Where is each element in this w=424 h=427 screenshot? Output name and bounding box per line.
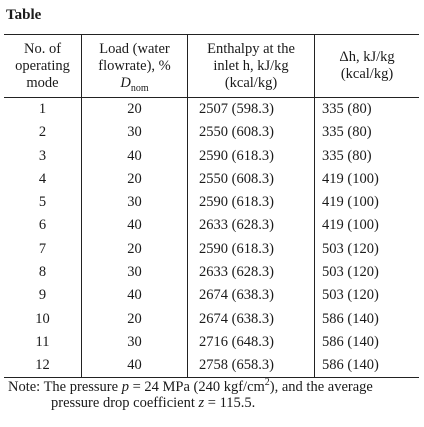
note-z-symbol: z [198, 395, 205, 411]
cell-delta-h: 335 (80) [322, 147, 372, 164]
cell-mode: 4 [38, 170, 47, 187]
table-bottom-rule [4, 377, 419, 378]
cell-load: 30 [127, 264, 142, 281]
cell-mode: 8 [38, 264, 47, 281]
table-body: 1 20 2507 (598.3) 335 (80) 2 30 2550 (608.3) 33… [4, 98, 419, 378]
column-divider [314, 34, 315, 377]
note-prefix: Note: The pressure [8, 379, 122, 395]
header-enthalpy-line: (kcal/kg) [224, 74, 278, 91]
cell-delta-h: 419 (100) [322, 194, 379, 211]
cell-mode: 1 [38, 101, 47, 117]
header-enthalpy-line: inlet h, kJ/kg [213, 57, 289, 74]
note-p-symbol: p [121, 379, 129, 395]
cell-load: 20 [127, 240, 142, 257]
table-row: 5 30 2590 (618.3) 419 (100) [4, 191, 419, 214]
header-enthalpy: Enthalpy at the inlet h, kJ/kg (kcal/kg) [188, 36, 314, 96]
cell-delta-h: 335 (80) [322, 101, 372, 117]
header-delta-h-line: (kcal/kg) [340, 66, 394, 82]
table-top-rule [4, 34, 419, 35]
cell-load: 20 [127, 101, 142, 117]
note-line2-prefix: pressure drop coefficient [51, 395, 199, 411]
cell-enthalpy: 2758 (658.3) [199, 357, 274, 374]
table-header-rule [4, 97, 419, 98]
cell-mode: 6 [38, 217, 47, 234]
cell-load: 40 [127, 287, 142, 304]
header-load-line: Load (water [99, 40, 170, 57]
note-p-exponent: 2 [264, 377, 270, 389]
cell-delta-h: 586 (140) [322, 357, 379, 374]
table-row: 1 20 2507 (598.3) 335 (80) [4, 98, 419, 121]
table-row: 6 40 2633 (628.3) 419 (100) [4, 214, 419, 237]
cell-delta-h: 503 (120) [322, 264, 379, 281]
header-enthalpy-line: Enthalpy at the [207, 40, 295, 57]
header-load-line: flowrate), % [98, 57, 171, 74]
table-row: 10 20 2674 (638.3) 586 (140) [4, 308, 419, 331]
cell-load: 30 [127, 333, 142, 350]
cell-mode: 2 [38, 124, 47, 141]
cell-enthalpy: 2633 (628.3) [199, 217, 274, 234]
table-row: 8 30 2633 (628.3) 503 (120) [4, 261, 419, 284]
cell-load: 20 [127, 170, 142, 187]
cell-mode: 7 [38, 240, 47, 257]
cell-delta-h: 586 (140) [322, 333, 379, 350]
cell-delta-h: 503 (120) [322, 240, 379, 257]
note-p-value: = 24 MPa (240 kgf/cm [128, 379, 265, 395]
cell-load: 40 [127, 357, 142, 374]
cell-enthalpy: 2507 (598.3) [199, 101, 274, 117]
cell-enthalpy: 2633 (628.3) [199, 264, 274, 281]
cell-load: 20 [127, 310, 142, 327]
header-mode-line: No. of [23, 40, 62, 57]
header-load-symbol: Dnom [120, 74, 149, 94]
table-row: 12 40 2758 (658.3) 586 (140) [4, 354, 419, 377]
note-line-2: pressure drop coefficient z = 115.5. [8, 395, 418, 411]
cell-enthalpy: 2590 (618.3) [199, 194, 274, 211]
cell-delta-h: 586 (140) [322, 310, 379, 327]
cell-delta-h: 335 (80) [322, 124, 372, 141]
table-note: Note: The pressure p = 24 MPa (240 kgf/c… [8, 377, 418, 411]
header-delta-h: Δh, kJ/kg (kcal/kg) [315, 36, 419, 96]
cell-delta-h: 419 (100) [322, 217, 379, 234]
table-row: 2 30 2550 (608.3) 335 (80) [4, 121, 419, 144]
cell-mode: 9 [38, 287, 47, 304]
column-divider [187, 34, 188, 377]
header-delta-h-line: Δh, kJ/kg [339, 49, 395, 65]
note-p-tail: ), and the average [269, 379, 373, 395]
header-mode-line: mode [26, 74, 59, 91]
cell-mode: 3 [38, 147, 47, 164]
table-row: 7 20 2590 (618.3) 503 (120) [4, 238, 419, 261]
table-row: 4 20 2550 (608.3) 419 (100) [4, 168, 419, 191]
header-mode-line: operating [15, 57, 70, 74]
table-row: 3 40 2590 (618.3) 335 (80) [4, 145, 419, 168]
cell-load: 40 [127, 217, 142, 234]
cell-enthalpy: 2716 (648.3) [199, 333, 274, 350]
header-mode: No. of operating mode [4, 36, 81, 96]
cell-mode: 10 [35, 310, 50, 327]
column-divider [81, 34, 82, 377]
table-caption: Table [6, 7, 42, 23]
cell-mode: 11 [35, 333, 50, 350]
cell-mode: 5 [38, 194, 47, 211]
cell-enthalpy: 2674 (638.3) [199, 310, 274, 327]
cell-mode: 12 [35, 357, 50, 374]
load-symbol: D [120, 74, 131, 91]
cell-load: 30 [127, 194, 142, 211]
cell-enthalpy: 2674 (638.3) [199, 287, 274, 304]
cell-enthalpy: 2550 (608.3) [199, 170, 274, 187]
table-row: 9 40 2674 (638.3) 503 (120) [4, 284, 419, 307]
cell-load: 30 [127, 124, 142, 141]
cell-enthalpy: 2590 (618.3) [199, 147, 274, 164]
note-z-value: = 115.5. [204, 395, 256, 411]
table-row: 11 30 2716 (648.3) 586 (140) [4, 331, 419, 354]
cell-enthalpy: 2550 (608.3) [199, 124, 274, 141]
cell-delta-h: 503 (120) [322, 287, 379, 304]
cell-enthalpy: 2590 (618.3) [199, 240, 274, 257]
load-symbol-subscript: nom [130, 82, 149, 94]
header-load: Load (water flowrate), % Dnom [82, 36, 187, 96]
cell-delta-h: 419 (100) [322, 170, 379, 187]
cell-load: 40 [127, 147, 142, 164]
